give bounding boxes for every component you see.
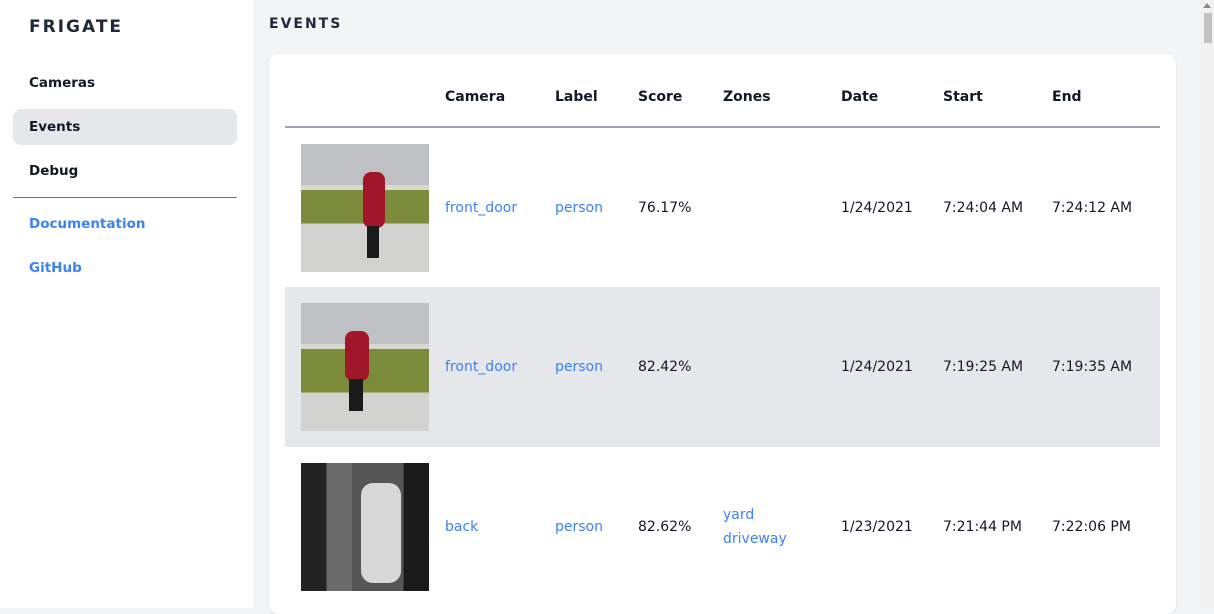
sidebar-item-debug[interactable]: Debug bbox=[29, 163, 79, 179]
col-zones: Zones bbox=[723, 54, 841, 128]
event-thumbnail[interactable] bbox=[301, 463, 429, 591]
col-camera: Camera bbox=[445, 54, 555, 128]
zone-link[interactable]: driveway bbox=[723, 531, 787, 547]
camera-link[interactable]: front_door bbox=[445, 287, 555, 447]
sidebar-item-events[interactable]: Events bbox=[13, 109, 237, 145]
divider bbox=[13, 197, 237, 198]
sidebar-item-cameras[interactable]: Cameras bbox=[29, 75, 96, 91]
table-header: Camera Label Score Zones Date Start End bbox=[285, 54, 1160, 128]
camera-link[interactable]: front_door bbox=[445, 199, 518, 216]
label-link[interactable]: person bbox=[555, 519, 603, 535]
end-time: 7:24:12 AM bbox=[1052, 199, 1133, 216]
label-link[interactable]: person bbox=[555, 199, 603, 216]
table-row[interactable]: front_door person 82.42% 1/24/2021 7:19:… bbox=[285, 287, 1160, 447]
col-score: Score bbox=[638, 54, 723, 128]
link-documentation[interactable]: Documentation bbox=[29, 216, 146, 232]
scrollbar-thumb[interactable] bbox=[1204, 13, 1212, 43]
sidebar: FRIGATE Cameras Events Debug Documentati… bbox=[0, 0, 253, 608]
scroll-up-icon[interactable] bbox=[1203, 3, 1211, 8]
date: 1/24/2021 bbox=[841, 287, 943, 447]
event-thumbnail[interactable] bbox=[301, 303, 429, 431]
events-table: Camera Label Score Zones Date Start End … bbox=[285, 54, 1160, 607]
brand-logo: FRIGATE bbox=[29, 17, 124, 37]
zones bbox=[723, 287, 841, 447]
zones: yard driveway bbox=[723, 447, 841, 607]
start-time: 7:21:44 PM bbox=[943, 519, 1022, 535]
table-row[interactable]: front_door person 76.17% 1/24/2021 7:24:… bbox=[285, 127, 1160, 287]
score: 76.17% bbox=[638, 199, 692, 216]
scrollbar[interactable] bbox=[1200, 0, 1214, 608]
col-thumbnail bbox=[285, 54, 445, 128]
date: 1/24/2021 bbox=[841, 199, 913, 216]
event-thumbnail[interactable] bbox=[301, 143, 429, 272]
zone-link[interactable]: yard bbox=[723, 507, 755, 523]
page-title: EVENTS bbox=[269, 16, 343, 32]
camera-link[interactable]: back bbox=[445, 519, 479, 535]
start-time: 7:24:04 AM bbox=[943, 199, 1024, 216]
date: 1/23/2021 bbox=[841, 519, 913, 535]
events-card: Camera Label Score Zones Date Start End … bbox=[269, 54, 1176, 614]
col-date: Date bbox=[841, 54, 943, 128]
col-label: Label bbox=[555, 54, 638, 128]
link-github[interactable]: GitHub bbox=[29, 260, 82, 276]
col-start: Start bbox=[943, 54, 1052, 128]
zones bbox=[723, 127, 841, 287]
start-time: 7:19:25 AM bbox=[943, 287, 1052, 447]
score: 82.42% bbox=[638, 287, 723, 447]
end-time: 7:19:35 AM bbox=[1052, 287, 1160, 447]
label-link[interactable]: person bbox=[555, 287, 638, 447]
end-time: 7:22:06 PM bbox=[1052, 519, 1131, 535]
col-end: End bbox=[1052, 54, 1160, 128]
score: 82.62% bbox=[638, 519, 692, 535]
table-row[interactable]: back person 82.62% yard driveway 1/23/202… bbox=[285, 447, 1160, 607]
